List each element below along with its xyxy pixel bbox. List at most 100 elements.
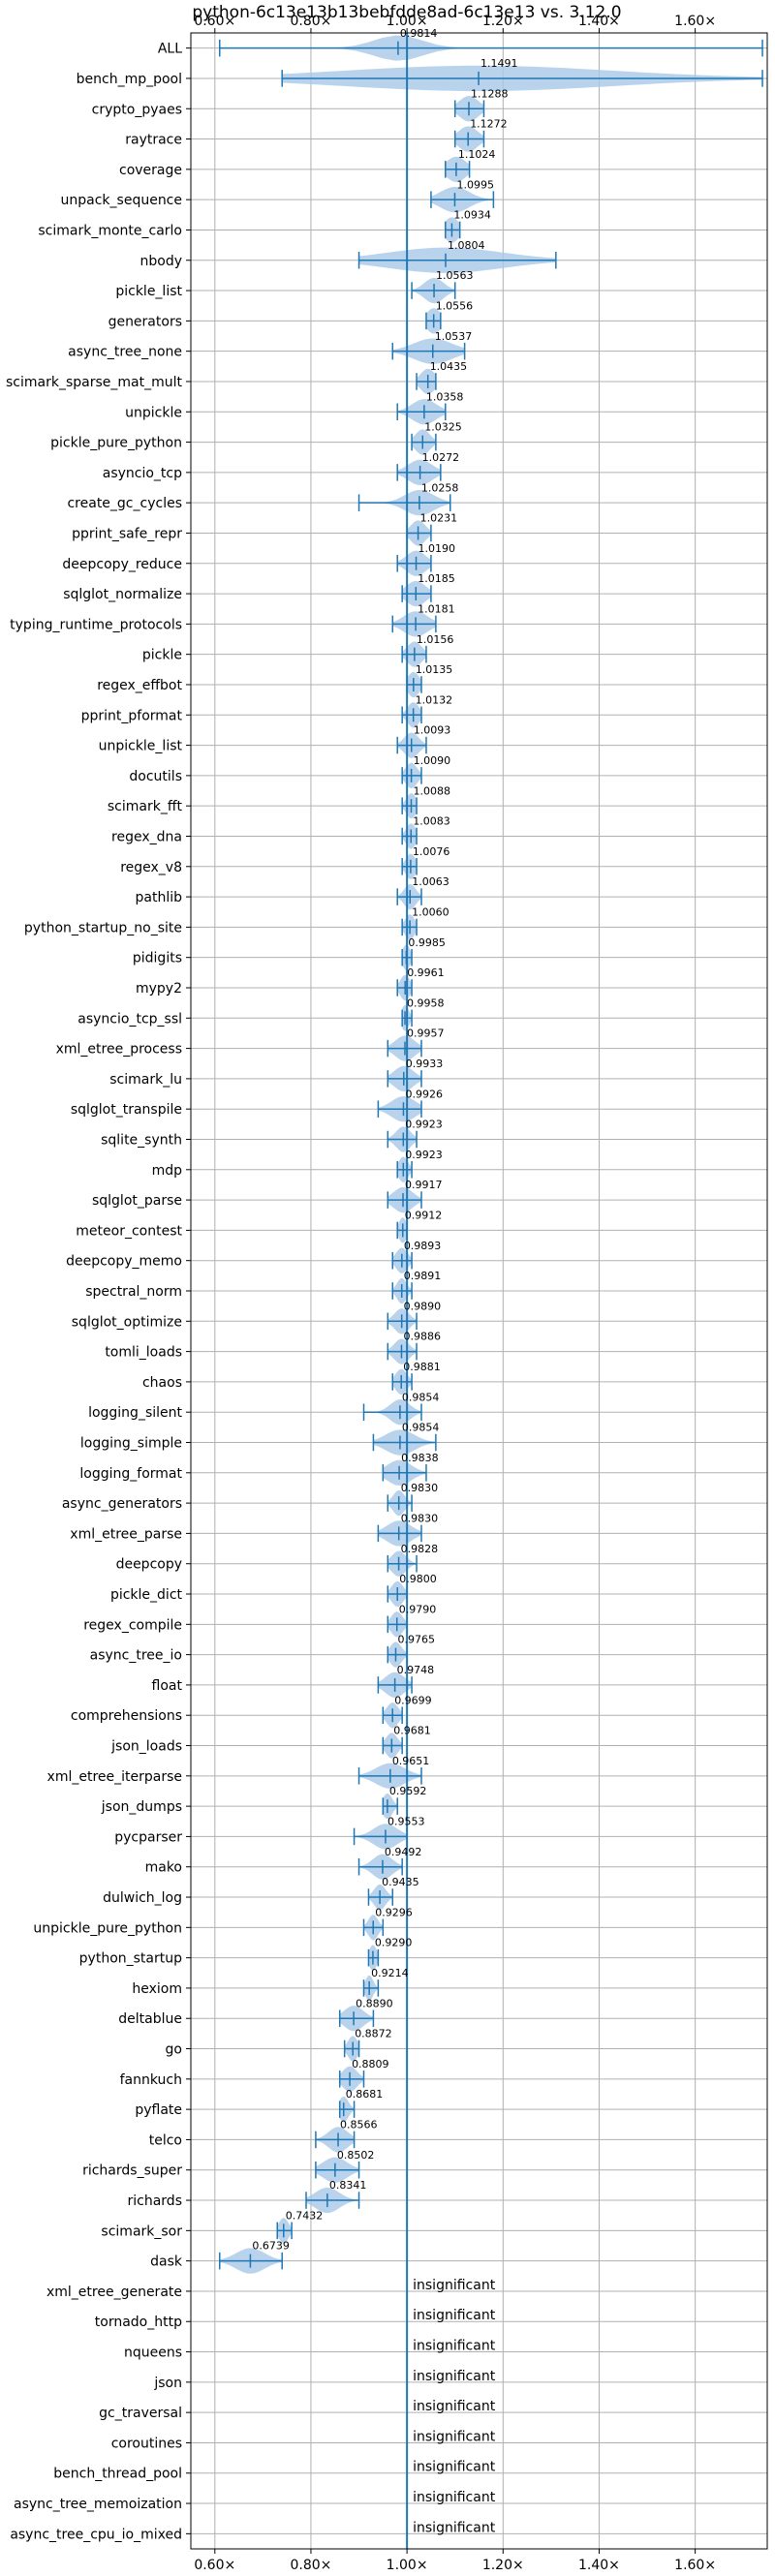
value-label: 0.9890	[404, 1300, 442, 1312]
benchmark-label: chaos	[142, 1375, 182, 1391]
value-label: 0.9854	[402, 1391, 440, 1403]
benchmark-label: pathlib	[136, 890, 183, 905]
benchmark-label: pprint_pformat	[81, 708, 183, 723]
benchmark-label: pickle	[142, 648, 182, 663]
value-label: 1.0231	[420, 512, 458, 525]
benchmark-label: asyncio_tcp	[103, 466, 182, 481]
value-label: 0.9961	[407, 966, 445, 979]
value-label: 1.0563	[436, 269, 474, 282]
benchmark-label: coroutines	[111, 2436, 182, 2451]
insignificant-label: insignificant	[413, 2460, 496, 2475]
benchmark-label: logging_silent	[88, 1405, 182, 1421]
benchmark-label: pycparser	[114, 1829, 182, 1845]
benchmark-label: sqlite_synth	[101, 1132, 182, 1148]
value-label: 1.0181	[418, 602, 455, 615]
benchmark-label: mypy2	[136, 981, 182, 997]
benchmark-label: unpack_sequence	[61, 193, 182, 208]
x-tick-label-bottom: 0.80×	[291, 2558, 332, 2573]
value-label: 0.9296	[375, 1906, 413, 1918]
value-label: 1.0135	[416, 663, 453, 676]
value-label: 1.1024	[458, 148, 496, 161]
value-label: 1.0132	[416, 693, 453, 706]
benchmark-label: bench_mp_pool	[77, 72, 182, 87]
value-label: 0.9435	[382, 1876, 419, 1888]
benchmark-label: deepcopy	[116, 1557, 182, 1573]
value-label: 0.9854	[402, 1422, 440, 1434]
value-label: 0.9681	[393, 1725, 431, 1737]
value-label: 0.9886	[403, 1331, 441, 1343]
benchmark-label: unpickle_pure_python	[33, 1920, 182, 1936]
insignificant-label: insignificant	[413, 2399, 496, 2414]
value-label: 0.9800	[399, 1573, 437, 1585]
benchmark-label: scimark_lu	[109, 1072, 182, 1088]
benchmark-label: telco	[149, 2132, 182, 2148]
value-label: 0.9790	[399, 1603, 437, 1615]
insignificant-label: insignificant	[413, 2490, 496, 2505]
value-label: 1.0083	[413, 815, 450, 828]
value-label: 0.9912	[405, 1210, 443, 1222]
label-layer: 0.9814 1.1491 1.1288 1.1272 1.1024 1.0995 1.09…	[252, 27, 517, 2536]
insignificant-label: insignificant	[413, 2429, 496, 2444]
value-label: 0.9553	[388, 1816, 425, 1828]
benchmark-label: sqlglot_parse	[92, 1193, 182, 1209]
value-label: 0.8872	[355, 2028, 392, 2040]
value-label: 1.0090	[414, 754, 451, 767]
x-tick-label-top: 1.60×	[674, 14, 716, 29]
benchmark-label: crypto_pyaes	[92, 102, 182, 117]
benchmark-label: spectral_norm	[85, 1284, 182, 1300]
x-tick-label-top: 0.60×	[194, 14, 235, 29]
benchmark-label: regex_compile	[83, 1617, 182, 1633]
benchmark-label: mako	[145, 1860, 182, 1876]
grid-layer	[191, 33, 767, 2549]
benchmark-label: pickle_pure_python	[50, 436, 182, 451]
value-label: 0.8890	[356, 1997, 393, 2009]
benchmark-label: json_dumps	[101, 1799, 182, 1815]
value-label: 0.9893	[404, 1240, 442, 1252]
value-label: 1.0804	[448, 239, 485, 252]
x-tick-label-bottom: 1.60×	[674, 2558, 716, 2573]
value-label: 0.9214	[371, 1967, 409, 1979]
benchmark-label: pickle_list	[115, 284, 182, 299]
value-label: 1.1491	[480, 57, 517, 70]
benchmark-label: gc_traversal	[99, 2406, 182, 2421]
benchmark-label: scimark_monte_carlo	[38, 223, 182, 238]
benchmark-label: float	[152, 1678, 183, 1694]
benchmark-label: unpickle	[125, 405, 182, 420]
benchmark-label: tomli_loads	[105, 1345, 182, 1361]
value-label: 0.9933	[406, 1058, 444, 1070]
benchmark-label: richards_super	[82, 2163, 182, 2179]
value-label: 0.9923	[405, 1119, 443, 1131]
benchmark-label: xml_etree_generate	[46, 2285, 182, 2300]
benchmark-label: scimark_sor	[101, 2223, 182, 2239]
x-tick-label-bottom: 1.20×	[482, 2558, 524, 2573]
benchmark-label: async_tree_io	[90, 1648, 182, 1664]
x-tick-label-top: 1.00×	[387, 14, 428, 29]
benchmark-label: create_gc_cycles	[67, 496, 182, 511]
benchmark-label: async_generators	[62, 1496, 182, 1512]
chart-title: python-6c13e13b13bebfdde8ad-6c13e13 vs. …	[192, 3, 621, 22]
x-tick-label-top: 0.80×	[291, 14, 332, 29]
value-label: 0.9881	[403, 1361, 441, 1373]
insignificant-label: insignificant	[413, 2308, 496, 2323]
value-label: 1.0185	[418, 572, 455, 585]
benchmark-label: sqlglot_optimize	[72, 1314, 182, 1330]
value-label: 0.9651	[392, 1755, 430, 1767]
value-label: 1.0995	[456, 178, 494, 191]
benchmark-label: async_tree_cpu_io_mixed	[10, 2527, 182, 2542]
insignificant-label: insignificant	[413, 2339, 496, 2354]
value-label: 1.0156	[417, 633, 454, 646]
value-label: 0.9838	[401, 1452, 439, 1464]
benchmark-label: mdp	[152, 1163, 183, 1179]
benchmark-label: scimark_fft	[108, 799, 183, 814]
value-label: 0.9814	[400, 27, 438, 40]
value-label: 0.9828	[401, 1543, 439, 1555]
value-label: 0.7432	[286, 2209, 324, 2222]
value-label: 1.0190	[418, 542, 456, 555]
value-label: 1.0358	[426, 390, 464, 403]
benchmark-label: comprehensions	[71, 1708, 182, 1724]
value-label: 0.8341	[329, 2179, 367, 2192]
value-label: 0.9748	[397, 1664, 435, 1676]
benchmark-label: raytrace	[125, 133, 182, 148]
value-label: 0.9985	[408, 936, 446, 949]
benchmark-label: deltablue	[118, 2011, 182, 2027]
